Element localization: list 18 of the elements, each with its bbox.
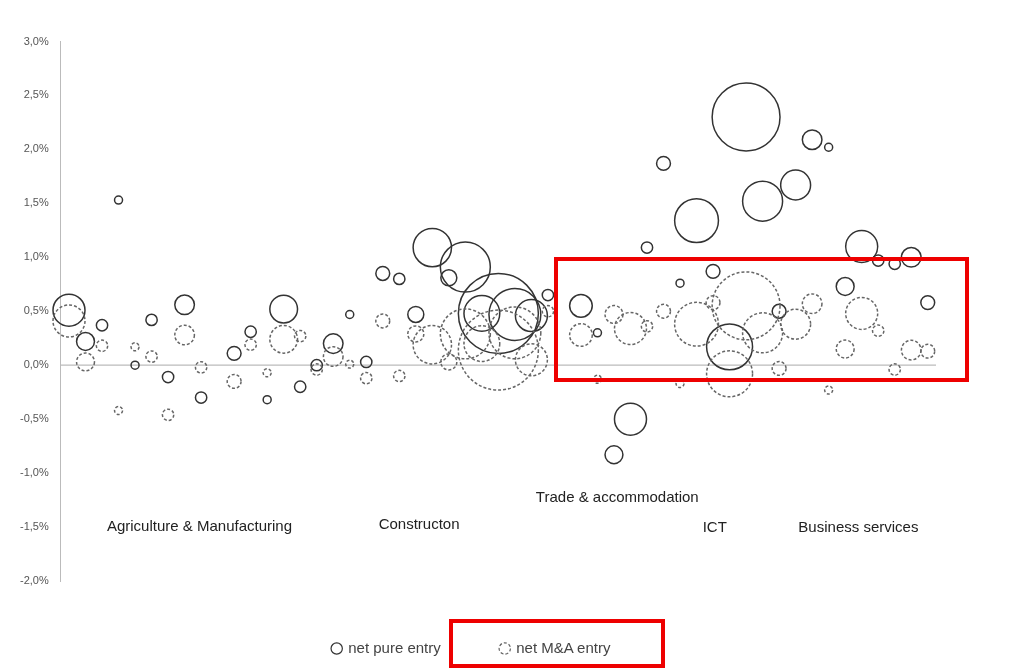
y-tick-label: 2,0% bbox=[23, 142, 49, 155]
y-tick-label: 2,5% bbox=[23, 88, 49, 101]
y-tick-label: -0,5% bbox=[19, 412, 49, 425]
y-tick-label: 0,0% bbox=[23, 358, 49, 371]
y-tick-label: 1,0% bbox=[23, 250, 49, 263]
annotation: Agriculture & Manufacturing bbox=[106, 517, 292, 535]
y-tick-label: 1,5% bbox=[23, 196, 49, 209]
y-tick-label: 0,5% bbox=[23, 304, 49, 317]
legend-label: net M&A entry bbox=[516, 638, 611, 656]
annotation: Trade & accommodation bbox=[535, 488, 699, 506]
legend-label: net pure entry bbox=[348, 638, 442, 656]
y-tick-label: -1,0% bbox=[19, 466, 49, 479]
y-tick-label: 3,0% bbox=[23, 34, 49, 47]
y-tick-label: -1,5% bbox=[19, 520, 49, 533]
annotation: Constructon bbox=[378, 515, 460, 533]
annotation: Business services bbox=[798, 518, 919, 536]
annotation: ICT bbox=[702, 518, 727, 536]
y-tick-label: -2,0% bbox=[19, 574, 49, 587]
